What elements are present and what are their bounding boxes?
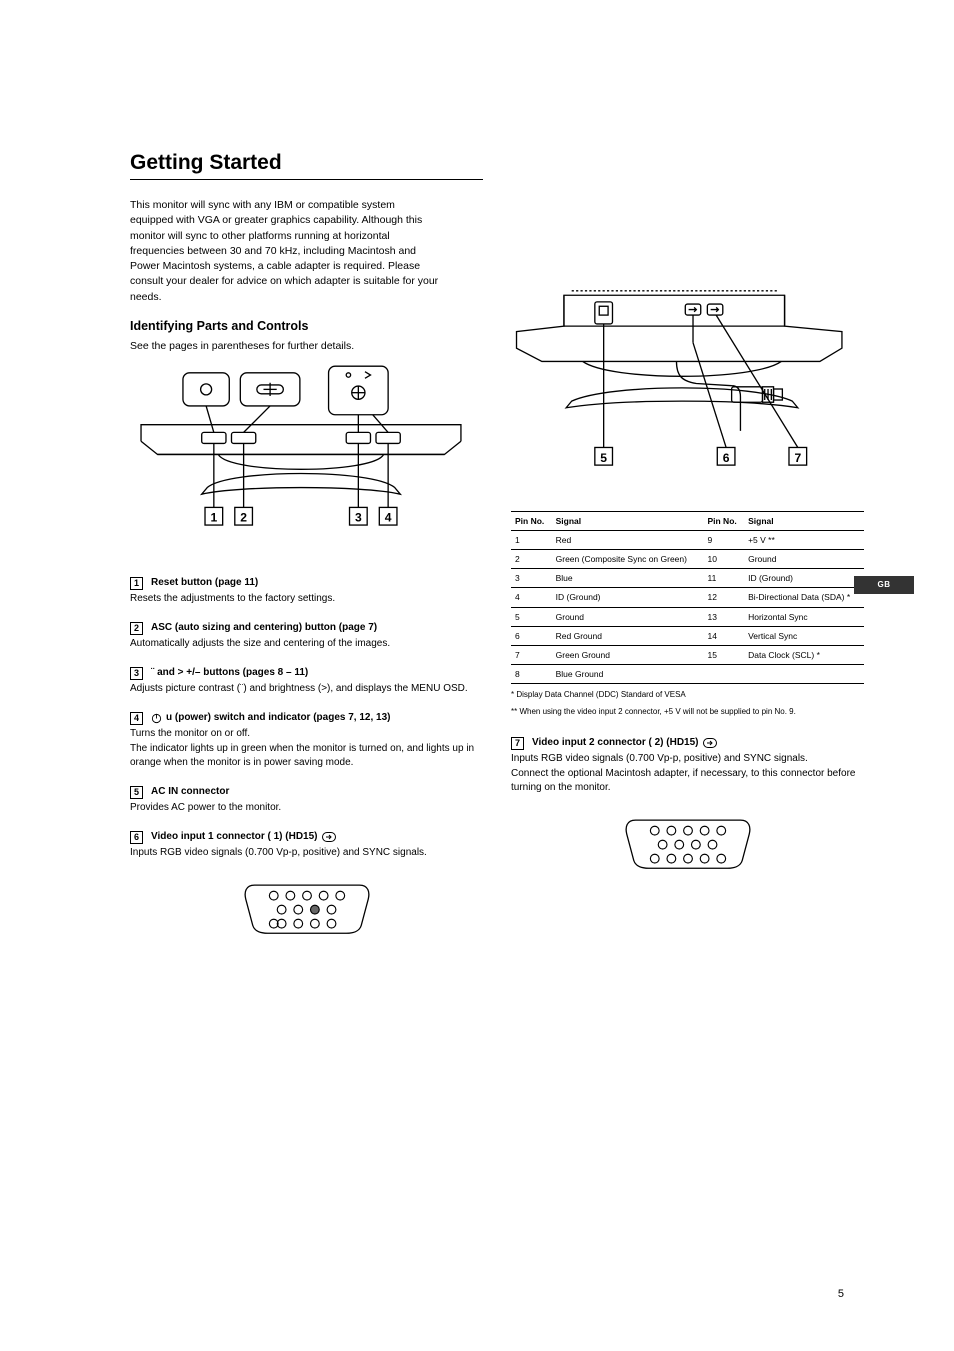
page-title: Getting Started (130, 150, 483, 180)
table-cell: 3 (511, 569, 552, 588)
intro-text: This monitor will sync with any IBM or c… (130, 198, 440, 305)
table-cell: Green (Composite Sync on Green) (552, 549, 704, 568)
item-number: 6 (130, 831, 143, 844)
table-cell: 12 (703, 588, 744, 607)
table-cell: Blue Ground (552, 665, 704, 684)
figure-front-view: 1 2 3 4 (130, 364, 483, 552)
section-heading: Identifying Parts and Controls (130, 319, 483, 334)
table-cell: 13 (703, 607, 744, 626)
fig-label-3: 3 (355, 511, 362, 525)
table-cell: Blue (552, 569, 704, 588)
table-cell: 11 (703, 569, 744, 588)
fig-label-1: 1 (210, 511, 217, 525)
item-title: u (power) switch and indicator (pages 7,… (166, 711, 391, 726)
table-cell: Vertical Sync (744, 626, 864, 645)
pin-assignment-table: Pin No. Signal Pin No. Signal 1Red9+5 V … (511, 511, 864, 685)
item-body: Provides AC power to the monitor. (130, 801, 483, 816)
figure-rear-view: 5 6 7 (511, 282, 864, 481)
table-cell: +5 V ** (744, 530, 864, 549)
section-subtext: See the pages in parentheses for further… (130, 340, 483, 353)
fig-label-2: 2 (240, 511, 247, 525)
table-cell: 7 (511, 645, 552, 664)
item-title: ¨ and > +/– buttons (pages 8 – 11) (151, 666, 308, 681)
input-arrow-icon (322, 832, 336, 842)
table-cell: 6 (511, 626, 552, 645)
table-cell: 15 (703, 645, 744, 664)
fig-label-7: 7 (794, 451, 801, 465)
table-cell: Red (552, 530, 704, 549)
list-item: 2 ASC (auto sizing and centering) button … (130, 621, 483, 652)
table-cell: ID (Ground) (744, 569, 864, 588)
item-title: ASC (auto sizing and centering) button (… (151, 621, 377, 636)
item-title: Reset button (page 11) (151, 576, 258, 591)
item-title: Video input 1 connector ( 1) (HD15) (151, 830, 318, 845)
item-body: Resets the adjustments to the factory se… (130, 592, 483, 607)
table-header: Pin No. (703, 511, 744, 530)
item-body: Automatically adjusts the size and cente… (130, 637, 483, 652)
list-item: 5 AC IN connector Provides AC power to th… (130, 785, 483, 816)
table-cell: Data Clock (SCL) * (744, 645, 864, 664)
table-cell: Red Ground (552, 626, 704, 645)
table-cell: 9 (703, 530, 744, 549)
table-cell: 4 (511, 588, 552, 607)
input-arrow-icon (703, 738, 717, 748)
item-number: 2 (130, 622, 143, 635)
list-item: 1 Reset button (page 11) Resets the adjus… (130, 576, 483, 607)
table-cell: Green Ground (552, 645, 704, 664)
item-body: Inputs RGB video signals (0.700 Vp-p, po… (511, 752, 864, 796)
item-body: Inputs RGB video signals (0.700 Vp-p, po… (130, 846, 483, 861)
item-number: 7 (511, 737, 524, 750)
table-cell: 2 (511, 549, 552, 568)
item-number: 1 (130, 577, 143, 590)
controls-list: 1 Reset button (page 11) Resets the adjus… (130, 576, 483, 861)
fig-label-6: 6 (723, 451, 730, 465)
table-cell: Ground (744, 549, 864, 568)
fig-label-5: 5 (600, 451, 607, 465)
table-cell: 8 (511, 665, 552, 684)
figure-hd15-connector-2 (618, 810, 758, 874)
table-cell: 14 (703, 626, 744, 645)
table-header: Signal (552, 511, 704, 530)
table-cell: Ground (552, 607, 704, 626)
table-header: Signal (744, 511, 864, 530)
item-number: 4 (130, 712, 143, 725)
table-cell (703, 665, 744, 684)
table-cell: Bi-Directional Data (SDA) * (744, 588, 864, 607)
item-number: 5 (130, 786, 143, 799)
side-tab: GB (854, 576, 914, 594)
table-cell: 1 (511, 530, 552, 549)
list-item: 7 Video input 2 connector ( 2) (HD15) In… (511, 736, 864, 796)
item-number: 3 (130, 667, 143, 680)
footnote-double-star: ** When using the video input 2 connecto… (511, 707, 864, 718)
list-item: 6 Video input 1 connector ( 1) (HD15) In… (130, 830, 483, 861)
item-title: Video input 2 connector ( 2) (HD15) (532, 736, 699, 751)
page-number: 5 (838, 1288, 844, 1301)
power-icon (151, 713, 162, 724)
list-item: 4 u (power) switch and indicator (pages … (130, 711, 483, 771)
table-cell (744, 665, 864, 684)
table-header: Pin No. (511, 511, 552, 530)
item-body: Adjusts picture contrast (¨) and brightn… (130, 682, 483, 697)
table-cell: 5 (511, 607, 552, 626)
table-cell: 10 (703, 549, 744, 568)
footnote-star: * Display Data Channel (DDC) Standard of… (511, 690, 864, 701)
list-item: 3 ¨ and > +/– buttons (pages 8 – 11) Adju… (130, 666, 483, 697)
item-body: Turns the monitor on or off. The indicat… (130, 727, 483, 771)
fig-label-4: 4 (385, 511, 392, 525)
table-cell: ID (Ground) (552, 588, 704, 607)
figure-hd15-connector-1 (237, 875, 377, 939)
item-title: AC IN connector (151, 785, 229, 800)
table-cell: Horizontal Sync (744, 607, 864, 626)
